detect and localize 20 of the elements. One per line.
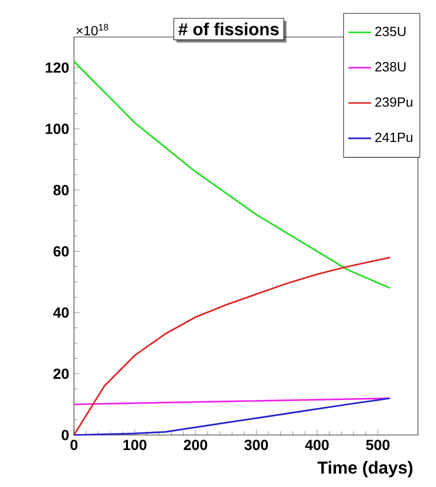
legend-label: 235U <box>375 26 406 36</box>
y-tick-label: 120 <box>46 62 69 73</box>
x-tick-label: 400 <box>305 440 329 450</box>
y-tick-label: 100 <box>46 124 69 134</box>
y-tick-label: 0 <box>62 430 69 440</box>
x-tick-label: 100 <box>123 440 146 450</box>
y-tick-label: 40 <box>53 307 69 318</box>
legend-label: 241Pu <box>375 132 412 142</box>
legend-label: 239Pu <box>375 97 412 107</box>
chart-title: # of fissions <box>178 22 279 36</box>
x-tick-label: 0 <box>70 440 78 450</box>
y-tick-label: 80 <box>53 184 69 196</box>
y-tick-label: 60 <box>54 246 69 257</box>
x-axis-title: Time (days) <box>317 461 412 478</box>
x-tick-label: 200 <box>184 440 208 450</box>
x-tick-label: 300 <box>244 440 268 450</box>
legend-label: 238U <box>375 62 406 72</box>
text: ×10$^{18}$ <box>76 24 108 36</box>
x-tick-label: 500 <box>366 440 390 450</box>
y-tick-label: 20 <box>53 368 69 379</box>
